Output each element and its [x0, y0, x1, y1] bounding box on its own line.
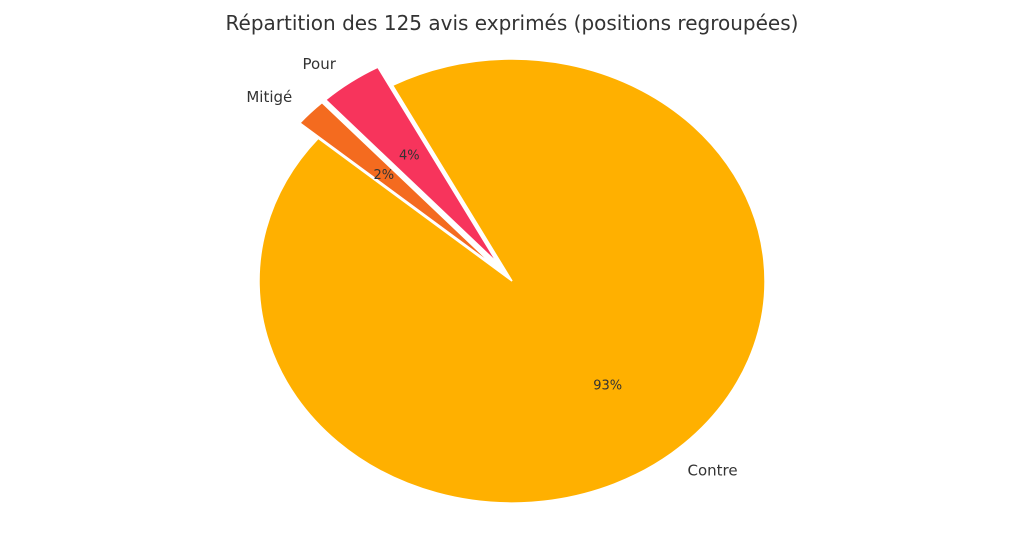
slice-label-0: Contre — [687, 462, 737, 480]
pie-slice-pour — [324, 66, 498, 264]
pie-slices — [258, 58, 766, 504]
slice-percent-1: 4% — [399, 148, 420, 163]
slice-percent-2: 2% — [374, 168, 395, 183]
slice-label-2: Mitigé — [246, 88, 292, 106]
pie-slice-contre — [258, 58, 766, 504]
chart-title: Répartition des 125 avis exprimés (posit… — [226, 11, 799, 35]
slice-percent-0: 93% — [593, 378, 622, 393]
pie-labels: Contre 93% Pour 4% Mitigé 2% — [246, 55, 737, 480]
slice-label-1: Pour — [303, 55, 337, 73]
pie-slice-mitige — [298, 101, 495, 267]
